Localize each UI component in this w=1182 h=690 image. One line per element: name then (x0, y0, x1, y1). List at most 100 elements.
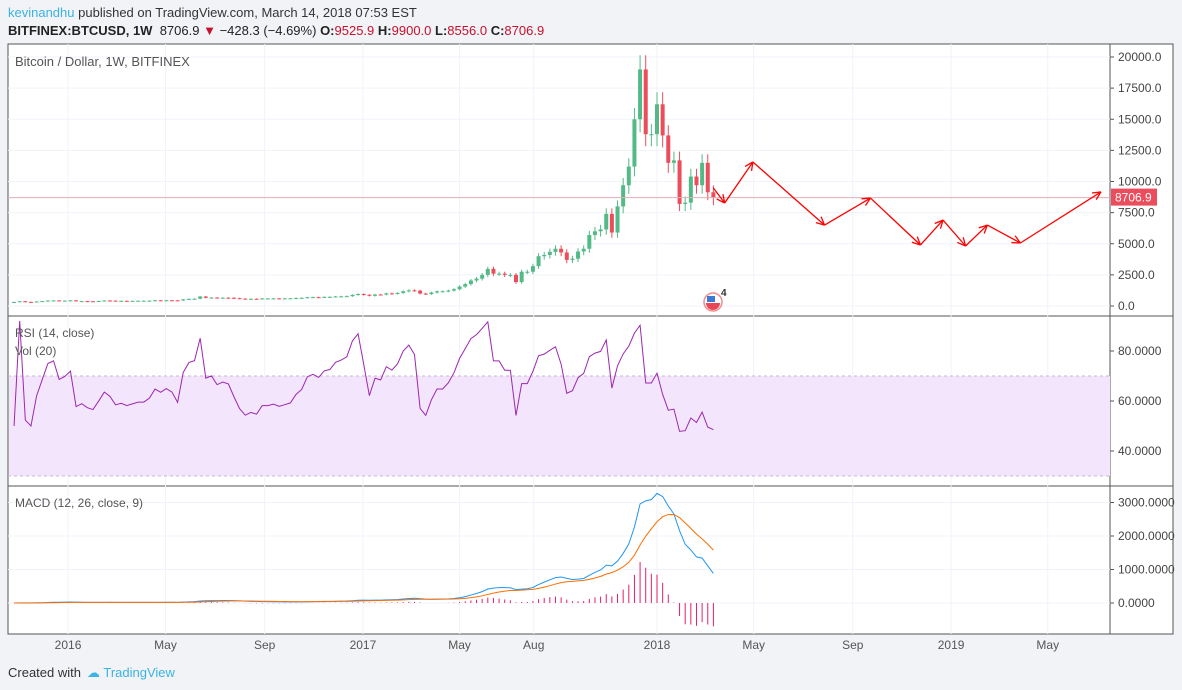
brand-name: TradingView (103, 665, 175, 680)
candle (474, 278, 479, 281)
candle (12, 301, 17, 303)
candle (85, 301, 90, 303)
high-label: H: (377, 23, 392, 38)
macd-tick-label: 2000.0000 (1118, 529, 1175, 543)
candle (688, 176, 693, 203)
arrow-head (722, 194, 726, 204)
candle (412, 290, 417, 292)
arrow-head (934, 219, 944, 225)
x-tick-label: May (1036, 638, 1059, 652)
candle (91, 301, 96, 303)
price-tick-label: 20000.0 (1118, 50, 1162, 64)
candle (57, 300, 62, 302)
candle (271, 298, 276, 300)
arrow-head (939, 219, 944, 229)
candle (322, 296, 327, 298)
candle (209, 297, 214, 299)
candle (107, 300, 112, 302)
candle (429, 292, 434, 295)
x-tick-label: Aug (523, 638, 544, 652)
candle (169, 300, 174, 302)
candle (530, 266, 535, 272)
candle (164, 300, 169, 302)
price-pane-title: Bitcoin / Dollar, 1W, BITFINEX (15, 54, 190, 69)
tradingview-logo-link[interactable]: ☁ TradingView (86, 665, 175, 680)
low-label: L: (435, 23, 448, 38)
candle (666, 135, 671, 163)
candle (130, 300, 135, 302)
publish-text: published on TradingView.com, March 14, … (78, 5, 417, 20)
candle (198, 296, 203, 299)
candle (508, 274, 513, 276)
candle (592, 231, 597, 236)
x-tick-label: Sep (254, 638, 276, 652)
close-value: 8706.9 (504, 23, 545, 38)
candle (451, 289, 456, 291)
candle (406, 290, 411, 292)
candle (68, 300, 73, 302)
candle (226, 297, 231, 299)
candle (350, 294, 355, 297)
candle (423, 293, 428, 295)
candle (288, 298, 293, 300)
candle (62, 300, 67, 302)
x-tick-label: 2017 (350, 638, 377, 652)
symbol: BITFINEX:BTCUSD, 1W (8, 23, 153, 38)
candle (660, 104, 665, 136)
arrow-head (716, 198, 725, 204)
arrow-head (1091, 191, 1102, 194)
candle (468, 280, 473, 285)
candle (384, 293, 389, 295)
candle (671, 160, 676, 163)
candle (401, 291, 406, 293)
candle (463, 284, 468, 287)
candle (621, 185, 626, 207)
candle (373, 294, 378, 296)
price-tick-label: 12500.0 (1118, 143, 1162, 157)
forecast-line (987, 224, 1021, 244)
arrow-head (744, 161, 754, 167)
forecast-line (752, 161, 826, 226)
price-tick-label: 2500.0 (1118, 268, 1155, 282)
down-arrow-icon: ▼ (203, 23, 216, 38)
candle (615, 206, 620, 233)
x-tick-label: Sep (842, 638, 864, 652)
candle (175, 300, 180, 302)
arrow-head (864, 197, 872, 206)
candle (519, 271, 524, 283)
candle (677, 160, 682, 204)
forecast-line (942, 219, 967, 247)
last-price: 8706.9 (159, 23, 200, 38)
candle (254, 298, 259, 300)
rsi-tick-label: 80.0000 (1118, 344, 1162, 358)
candle (45, 300, 50, 302)
macd-tick-label: 0.0000 (1118, 596, 1155, 610)
arrow-head (916, 236, 922, 246)
candle (34, 301, 39, 303)
candle (525, 271, 530, 273)
candle (141, 300, 146, 302)
forecast-line (870, 197, 921, 246)
candle (79, 301, 84, 303)
candle (28, 301, 33, 303)
macd-tick-label: 1000.0000 (1118, 563, 1175, 577)
candle (181, 299, 186, 301)
candle (74, 300, 79, 302)
last-price-label: 8706.9 (1115, 191, 1152, 205)
candle (299, 297, 304, 299)
footer: Created with ☁ TradingView (8, 665, 175, 681)
price-tick-label: 5000.0 (1118, 237, 1155, 251)
candle (356, 294, 361, 296)
candle (626, 166, 631, 186)
candle (604, 213, 609, 230)
rsi-title: RSI (14, close) (15, 326, 95, 340)
candle (491, 268, 496, 274)
candle (553, 248, 558, 252)
author-link[interactable]: kevinandhu (8, 5, 75, 20)
candle (435, 291, 440, 293)
candle (683, 202, 688, 204)
price-tick-label: 15000.0 (1118, 112, 1162, 126)
candle (248, 298, 253, 300)
candle (638, 69, 643, 120)
